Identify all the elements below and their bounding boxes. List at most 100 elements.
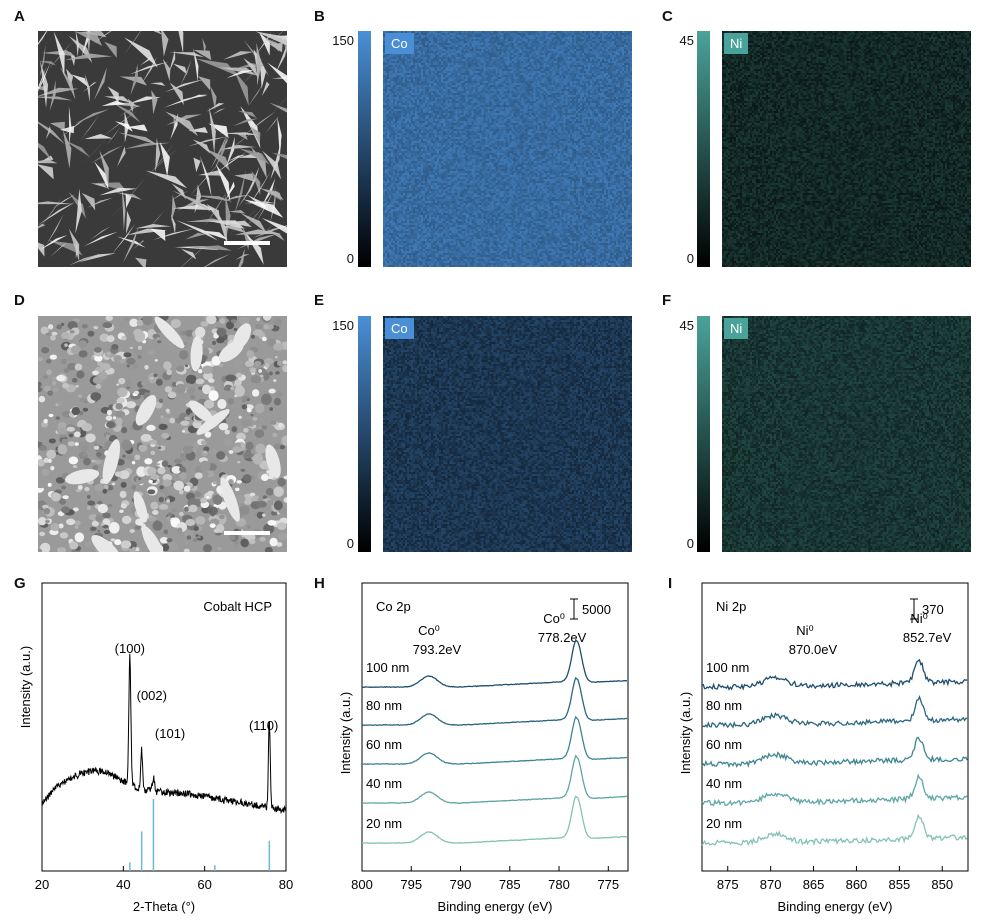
sem-flake (40, 60, 49, 108)
sem-grain (154, 401, 163, 409)
sem-grain (132, 364, 138, 369)
sem-flake (234, 70, 249, 106)
sem-grain (118, 377, 126, 385)
sem-grain (126, 365, 131, 368)
sem-flake (265, 115, 279, 134)
sem-grain (234, 541, 239, 545)
series-label: 20 nm (366, 816, 402, 831)
sem-crystal (64, 469, 100, 485)
sem-flake (84, 134, 113, 139)
sem-grain (62, 495, 69, 500)
sem-grain (247, 432, 252, 437)
sem-grain (158, 504, 169, 510)
sem-grain (158, 423, 168, 430)
sem-flake (245, 31, 265, 51)
sem-flake (172, 190, 212, 212)
sem-grain (40, 487, 45, 491)
sem-flake (166, 114, 202, 126)
sem-flake (245, 233, 264, 265)
sem-grain (246, 349, 255, 359)
sem-flake (270, 187, 277, 223)
sem-grain (85, 433, 96, 443)
sem-grain (273, 317, 282, 327)
sem-flake (181, 243, 209, 267)
sem-grain (253, 329, 264, 336)
sem-grain (51, 331, 58, 336)
sem-grain (185, 374, 197, 385)
panel-label-d: D (14, 292, 25, 309)
peak-label: (110) (249, 718, 278, 733)
sem-grain (213, 495, 223, 505)
sem-grain (150, 377, 154, 380)
x-tick-label: 775 (597, 877, 619, 892)
sem-grain (182, 341, 188, 346)
sem-flake (38, 223, 46, 229)
panel-label-f: F (662, 292, 672, 309)
sem-grain (184, 416, 190, 421)
sem-flake (90, 145, 124, 164)
x-tick-label: 875 (717, 877, 739, 892)
sem-grain (161, 543, 170, 552)
sem-grain (148, 479, 153, 484)
sem-grain (200, 440, 207, 446)
sem-flake (119, 103, 142, 117)
sem-grain (47, 458, 52, 464)
sem-grain (228, 450, 234, 454)
element-map-ni-bottom (722, 316, 971, 552)
colorbar-co-top (358, 31, 371, 267)
sem-flake (275, 44, 287, 73)
sem-grain (254, 403, 265, 414)
sem-grain (254, 360, 262, 366)
sem-crystal (188, 400, 213, 423)
sem-grain (38, 444, 48, 451)
sem-grain (133, 390, 140, 395)
sem-grain (166, 516, 171, 521)
sem-grain (125, 401, 137, 409)
sem-flake (107, 86, 119, 105)
sem-grain (38, 459, 45, 467)
sem-flake (192, 139, 211, 154)
sem-grain (175, 383, 187, 394)
sem-flake (145, 170, 188, 189)
sem-grain (115, 402, 123, 410)
sem-grain (57, 444, 68, 455)
sem-flake (38, 87, 79, 97)
x-tick-label: 790 (450, 877, 472, 892)
sem-grain (249, 492, 256, 497)
sem-grain (233, 327, 238, 332)
sem-crystal (220, 477, 240, 522)
sem-flake (239, 148, 270, 165)
sem-grain (273, 500, 283, 511)
sem-flake (210, 85, 217, 110)
sem-flake (203, 253, 231, 267)
xps-ni-chart: 875 870 865 860 855 850 Binding energy (eV) Int… (678, 582, 969, 914)
x-tick-label: 795 (400, 877, 422, 892)
x-axis-label: Binding energy (eV) (778, 899, 893, 914)
sem-grain (204, 431, 212, 438)
sem-grain (184, 529, 194, 539)
xps-co-chart: 800 795 790 785 780 775 Binding energy (eV) Int… (338, 582, 629, 914)
sem-grain (157, 340, 162, 344)
sem-grain (183, 548, 190, 552)
sem-flake (38, 61, 51, 92)
sem-grain (208, 378, 215, 383)
sem-grain (235, 372, 243, 378)
sem-grain (274, 355, 278, 359)
sem-grain (100, 523, 105, 526)
sem-grain (179, 489, 184, 495)
sem-flake (111, 223, 136, 255)
sem-grain (206, 316, 217, 325)
sem-flake (135, 224, 172, 229)
sem-grain (227, 398, 235, 405)
sem-grain (147, 350, 155, 356)
sem-grain (185, 518, 196, 527)
sem-grain (144, 458, 153, 465)
sem-grain (225, 374, 237, 382)
sem-grain (38, 357, 44, 362)
colorbar-max: 150 (332, 318, 354, 333)
sem-grain (136, 319, 144, 326)
sem-flake (180, 59, 192, 86)
sem-grain (43, 418, 48, 424)
annotation-value: 852.7eV (903, 630, 952, 645)
plot-frame (361, 582, 629, 872)
